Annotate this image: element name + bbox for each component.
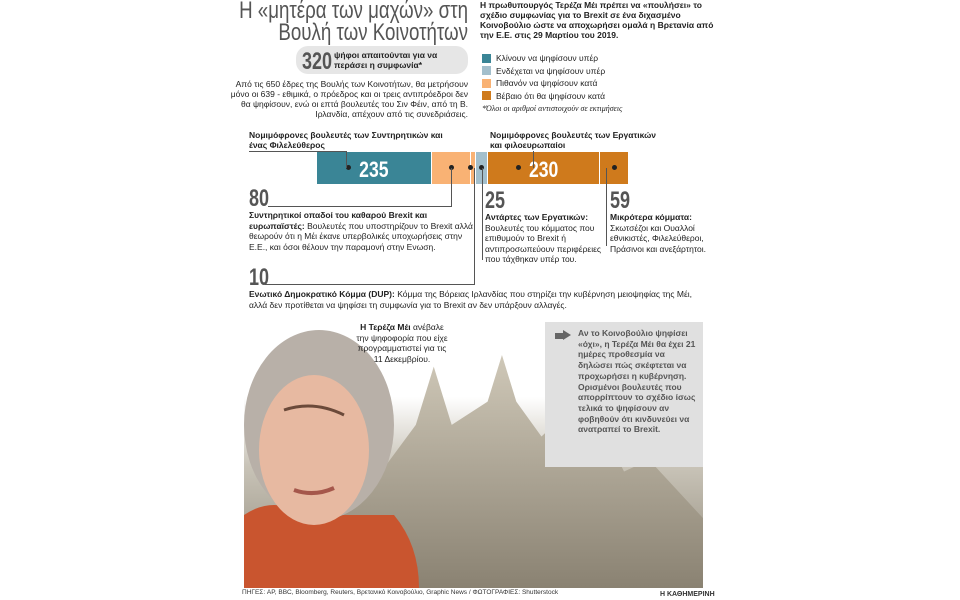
stacked-bar: 235 230 xyxy=(317,152,629,184)
sources: ΠΗΓΕΣ: AP, BBC, Bloomberg, Reuters, Βρετ… xyxy=(242,589,559,596)
annotation-number: 80 xyxy=(249,185,270,212)
bar-segment xyxy=(600,152,629,184)
annotation-text: Συντηρητικοί οπαδοί του καθαρού Brexit κ… xyxy=(249,210,473,252)
annotation-number: 59 xyxy=(610,187,631,214)
legend-label: Κλίνουν να ψηφίσουν υπέρ xyxy=(496,53,599,64)
annotation-80: 80 Συντηρητικοί οπαδοί του καθαρού Brexi… xyxy=(249,185,474,252)
leader-line xyxy=(482,168,483,260)
bar-segment: 235 xyxy=(317,152,432,184)
estimates-note: *Όλοι οι αριθμοί αντιστοιχούν σε εκτιμήσ… xyxy=(482,104,623,113)
theresa-may-photo xyxy=(244,330,419,588)
intro-text: Από τις 650 έδρες της Βουλής των Κοινοτή… xyxy=(230,79,468,119)
conservatives-label: Νομιμόφρονες βουλευτές των Συντηρητικών … xyxy=(249,130,443,150)
annotation-text: Μικρότερα κόμματα: Σκωτσέζοι και Ουαλλοί … xyxy=(610,212,707,254)
legend-label: Ενδέχεται να ψηφίσουν υπέρ xyxy=(496,65,606,76)
leader-line xyxy=(268,206,451,207)
leader-line xyxy=(606,168,607,246)
labour-label: Νομιμόφρονες βουλευτές των Εργατικών και… xyxy=(490,130,657,150)
segment-marker xyxy=(612,165,618,170)
annotation-25: 25 Αντάρτες των Εργατικών: Βουλευτές του … xyxy=(485,187,603,265)
right-intro-text: Η πρωθυπουργός Τερέζα Μέι πρέπει να «που… xyxy=(480,0,714,40)
legend-swatch xyxy=(482,66,491,76)
callout-text: Αν το Κοινοβούλιο ψηφίσει «όχι», η Τερέζ… xyxy=(578,328,696,435)
leader-line xyxy=(346,151,347,168)
bar-segment xyxy=(467,152,476,184)
annotation-59: 59 Μικρότερα κόμματα: Σκωτσέζοι και Ουαλλ… xyxy=(610,187,710,254)
leader-line xyxy=(533,151,534,168)
legend-item: Κλίνουν να ψηφίσουν υπέρ xyxy=(482,52,605,65)
leader-line xyxy=(249,151,347,152)
segment-marker xyxy=(479,165,485,170)
annotation-number: 25 xyxy=(485,187,506,214)
page-title: Η «μητέρα των μαχών» στη Βουλή των Κοινο… xyxy=(239,0,468,46)
legend-item: Βέβαιο ότι θα ψηφίσουν κατά xyxy=(482,90,605,103)
legend-swatch xyxy=(482,53,491,63)
leader-line xyxy=(265,284,475,285)
required-votes-badge: 320 ψήφοι απαιτούνται για να περάσει η σ… xyxy=(296,46,468,75)
arrow-head-icon xyxy=(563,330,571,340)
arrow-icon xyxy=(555,333,564,339)
legend-label: Βέβαιο ότι θα ψηφίσουν κατά xyxy=(496,90,606,101)
segment-marker xyxy=(346,165,352,170)
leader-line xyxy=(474,168,475,285)
segment-marker xyxy=(448,165,454,170)
segment-value: 230 xyxy=(528,157,559,182)
legend-item: Ενδέχεται να ψηφίσουν υπέρ xyxy=(482,65,605,78)
annotation-text: Αντάρτες των Εργατικών: Βουλευτές του κόμ… xyxy=(485,212,601,264)
bar-segment: 230 xyxy=(487,152,601,184)
legend-label: Πιθανόν να ψηφίσουν κατά xyxy=(496,78,598,89)
segment-marker xyxy=(516,165,522,170)
legend-item: Πιθανόν να ψηφίσουν κατά xyxy=(482,77,605,90)
annotation-text: Ενωτικό Δημοκρατικό Κόμμα (DUP): Κόμμα τ… xyxy=(249,289,692,310)
callout-box: Αν το Κοινοβούλιο ψηφίσει «όχι», η Τερέζ… xyxy=(545,322,703,467)
legend-swatch xyxy=(482,91,491,101)
photo-caption: Η Τερέζα Μέι ανέβαλε την ψηφοφορία που ε… xyxy=(356,322,448,364)
required-votes-text: ψήφοι απαιτούνται για να περάσει η συμφω… xyxy=(334,50,438,70)
leader-line xyxy=(451,168,452,207)
bar-segment xyxy=(475,152,488,184)
annotation-number: 10 xyxy=(249,264,270,291)
segment-value: 235 xyxy=(359,157,389,182)
brand-logo: Η ΚΑΘΗΜΕΡΙΝΗ xyxy=(660,591,715,598)
legend-swatch xyxy=(482,78,491,88)
legend: Κλίνουν να ψηφίσουν υπέρ Ενδέχεται να ψη… xyxy=(482,52,605,102)
required-votes-number: 320 xyxy=(302,48,333,75)
segment-marker xyxy=(467,165,473,170)
annotation-10: 10 Ενωτικό Δημοκρατικό Κόμμα (DUP): Κόμμ… xyxy=(249,264,709,310)
